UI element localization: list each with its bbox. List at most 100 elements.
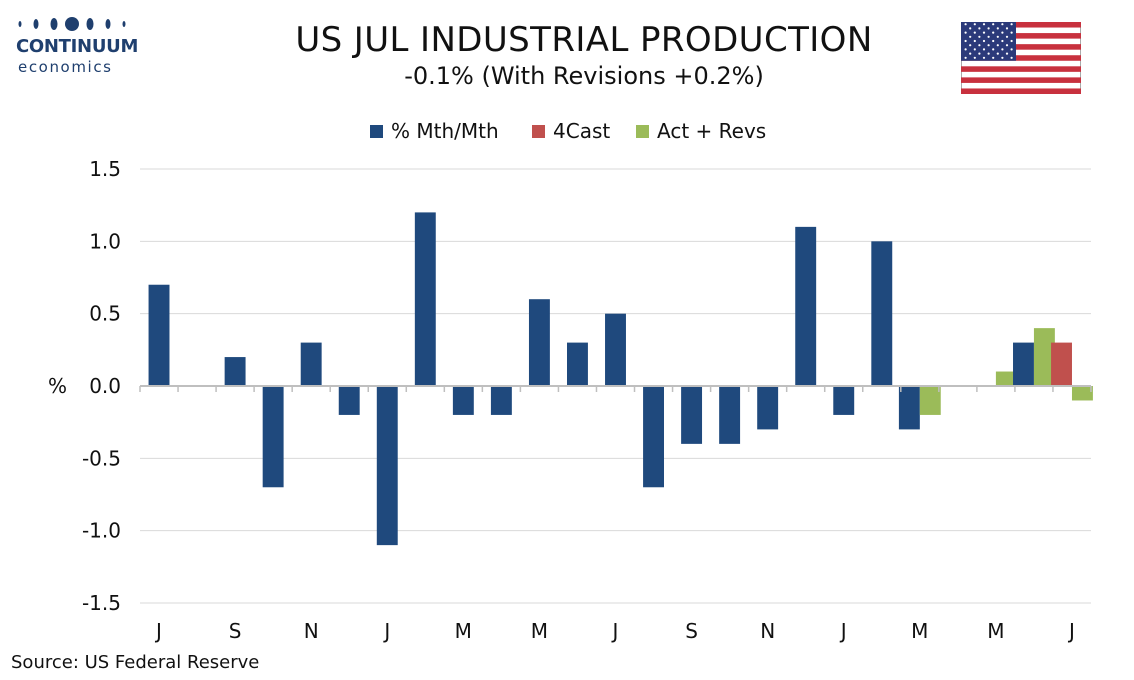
- bar-mth: [300, 342, 322, 386]
- y-tick-label: 1.0: [89, 229, 121, 253]
- bar-revs: [995, 371, 1017, 386]
- bar-mth: [224, 357, 246, 386]
- bar-mth: [567, 342, 588, 386]
- flag-star: [1010, 56, 1013, 59]
- bar-mth: [528, 299, 550, 386]
- flag-star: [992, 23, 995, 26]
- x-tick-label: J: [839, 619, 847, 643]
- legend-swatch-revs: [636, 124, 649, 138]
- flag-star: [1010, 39, 1013, 43]
- legend-swatch-mth: [370, 124, 383, 138]
- x-axis: [139, 385, 1092, 392]
- legend-item-revs: Act + Revs: [636, 119, 766, 143]
- flag-star: [1001, 56, 1004, 59]
- flag-star: [1010, 48, 1013, 51]
- y-axis-label: %: [48, 374, 68, 398]
- flag-star: [973, 48, 976, 51]
- chart-title: US JUL INDUSTRIAL PRODUCTION: [295, 20, 873, 60]
- flag-star: [969, 44, 972, 47]
- y-tick-label: 0.5: [89, 302, 121, 326]
- chart-legend: % Mth/Mth 4Cast Act + Revs: [0, 119, 1134, 145]
- flag-star: [1005, 44, 1009, 47]
- bar-mth: [795, 226, 817, 386]
- flag-star: [973, 31, 976, 34]
- bar-mth: [262, 386, 284, 488]
- bar-mth: [490, 386, 512, 415]
- bar-mth: [1013, 342, 1034, 386]
- bar-mth: [871, 241, 893, 386]
- flag-star: [992, 39, 995, 43]
- flag-star: [982, 39, 986, 43]
- flag-star: [992, 48, 995, 51]
- flag-star: [987, 52, 990, 55]
- x-tick-label: J: [611, 619, 619, 643]
- bar-mth: [376, 386, 398, 546]
- logo-subtitle: economics: [18, 58, 113, 76]
- x-tick-label: M: [531, 619, 548, 643]
- x-tick-label: M: [987, 619, 1004, 643]
- legend-label-revs: Act + Revs: [657, 119, 767, 143]
- bar-revs: [1071, 386, 1093, 401]
- flag-star: [982, 56, 986, 59]
- bar-mth: [898, 386, 920, 430]
- flag-star: [996, 35, 999, 38]
- flag-star: [978, 35, 981, 38]
- x-tick-label: J: [1067, 619, 1075, 643]
- flag-star: [969, 27, 972, 30]
- flag-star: [964, 39, 967, 43]
- flag-star: [1001, 31, 1004, 34]
- bar-mth: [681, 386, 703, 444]
- flag-star: [992, 56, 995, 59]
- legend-label-mth: % Mth/Mth: [391, 119, 499, 143]
- flag-star: [964, 31, 967, 34]
- logo-name: CONTINUUM: [16, 36, 139, 57]
- flag-star: [1010, 23, 1013, 26]
- grid-lines: [140, 168, 1091, 604]
- legend-swatch-forecast: [532, 124, 545, 138]
- flag-star: [982, 31, 986, 34]
- flag-star: [969, 52, 972, 55]
- flag-star: [996, 44, 999, 47]
- flag-star: [996, 27, 999, 30]
- legend-item-mth: % Mth/Mth: [370, 119, 499, 143]
- flag-star: [982, 23, 986, 26]
- x-tick-label: M: [911, 619, 928, 643]
- y-tick-label: 1.5: [89, 157, 121, 181]
- flag-star: [1005, 35, 1009, 38]
- flag-star: [964, 48, 967, 51]
- flag-star: [1010, 31, 1013, 34]
- bar-mth: [643, 386, 664, 488]
- flag-star: [987, 44, 990, 47]
- flag-star: [969, 35, 972, 38]
- bar-revs: [919, 386, 941, 415]
- legend-item-forecast: 4Cast: [532, 119, 610, 143]
- bar-mth: [338, 386, 360, 415]
- flag-star: [992, 31, 995, 34]
- x-tick-label: S: [229, 619, 242, 643]
- flag-star: [978, 52, 981, 55]
- flag-star: [973, 23, 976, 26]
- flag-star: [973, 39, 976, 43]
- bar-mth: [605, 313, 626, 386]
- flag-star: [982, 48, 986, 51]
- flag-star: [987, 35, 990, 38]
- y-tick-label: -0.5: [82, 446, 121, 470]
- flag-star: [1001, 23, 1004, 26]
- flag-star: [1001, 48, 1004, 51]
- y-tick-label: -1.0: [82, 519, 121, 543]
- flag-star: [964, 23, 967, 26]
- x-tick-label: S: [685, 619, 698, 643]
- logo-dots-icon: [18, 17, 126, 31]
- flag-star: [1001, 39, 1004, 43]
- bar-mth: [833, 386, 855, 415]
- flag-star: [987, 27, 990, 30]
- source-note: Source: US Federal Reserve: [11, 652, 260, 673]
- bar-revs: [1033, 328, 1055, 386]
- flag-star: [996, 52, 999, 55]
- chart-subtitle: -0.1% (With Revisions +0.2%): [404, 62, 764, 90]
- bar-mth: [719, 386, 741, 444]
- flag-star: [1005, 27, 1009, 30]
- y-tick-label: 0.0: [89, 374, 121, 398]
